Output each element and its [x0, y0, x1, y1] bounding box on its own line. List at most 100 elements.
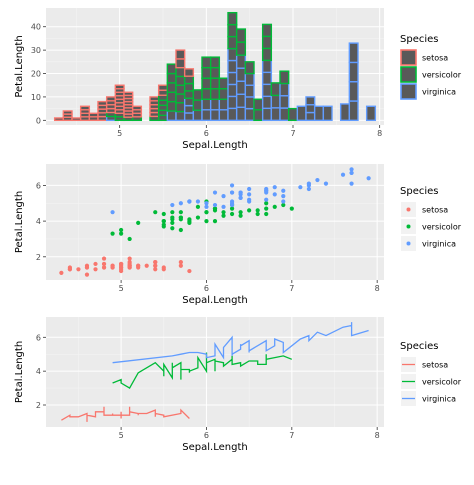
scatter-point-virginica	[187, 199, 192, 204]
scatter-point-virginica	[247, 192, 252, 197]
x-tick-label: 6	[204, 129, 209, 138]
scatter-point-versicolor	[264, 211, 269, 217]
scatter-chart: 5 6 7 8 2 4 6 Sepal.Length Petal.Length Species se…	[14, 164, 462, 306]
histogram-bar-virginica	[270, 107, 281, 122]
scatter-point-versicolor	[272, 204, 277, 209]
scatter-point-virginica	[247, 197, 252, 202]
scatter-point-versicolor	[264, 206, 269, 211]
scatter-point-virginica	[306, 186, 311, 192]
histogram-bar-versicolor	[183, 82, 195, 92]
histogram-bar-versicolor	[227, 11, 238, 26]
scatter-point-virginica	[323, 181, 329, 186]
scatter-point-virginica	[281, 194, 286, 199]
scatter-point-virginica	[366, 176, 371, 181]
scatter-point-versicolor	[136, 220, 141, 225]
histogram-bar-virginica	[339, 103, 351, 122]
legend-key-versicolor	[400, 66, 417, 83]
histogram-bar-virginica	[227, 83, 238, 98]
histogram-bar-versicolor	[166, 82, 177, 93]
scatter-point-virginica	[272, 185, 277, 190]
scatter-point-setosa	[110, 265, 115, 270]
histogram-bar-virginica	[279, 107, 290, 122]
scatter-point-versicolor	[170, 210, 175, 215]
histogram-bar-versicolor	[192, 89, 203, 101]
scatter-point-versicolor	[229, 206, 235, 211]
histogram-bar-versicolor	[175, 102, 186, 113]
scatter-point-virginica	[229, 201, 235, 206]
histogram-bar-versicolor	[209, 88, 221, 100]
histogram-bar-virginica	[244, 107, 255, 122]
histogram-bar-virginica	[227, 107, 238, 122]
scatter-point-virginica	[272, 192, 277, 197]
histogram-bar-virginica	[296, 105, 307, 122]
x-tick-label: 8	[377, 129, 382, 138]
histogram-bar-versicolor	[270, 82, 281, 97]
x-tick-label: 7	[290, 129, 295, 138]
scatter-point-setosa	[84, 265, 90, 270]
x-tick-label: 6	[204, 284, 209, 293]
x-tick-label: 5	[119, 284, 124, 293]
y-axis-title: Petal.Length	[14, 191, 25, 253]
scatter-point-virginica	[212, 190, 218, 195]
histogram-bar-setosa	[105, 96, 117, 102]
line-chart: 5 6 7 8 2 4 6 Sepal.Length Petal.Length Species se…	[14, 317, 462, 453]
histogram-bar-versicolor	[253, 109, 264, 122]
histogram-bar-setosa	[53, 117, 65, 122]
y-tick-label: 6	[36, 333, 41, 342]
histogram-bar-setosa	[79, 105, 91, 111]
histogram-bar-versicolor	[157, 109, 169, 117]
x-tick-label: 5	[117, 129, 122, 138]
scatter-point-versicolor	[264, 201, 269, 206]
y-axis-title: Petal.Length	[14, 341, 25, 403]
histogram-bar-virginica	[270, 94, 281, 109]
scatter-point-versicolor	[161, 219, 166, 224]
panel-background	[46, 317, 384, 427]
scatter-point-virginica	[229, 190, 235, 195]
legend-label-versicolor: versicolor	[422, 378, 462, 387]
scatter-point-versicolor	[212, 208, 218, 213]
scatter-point-setosa	[127, 261, 132, 267]
histogram-bar-virginica	[201, 109, 212, 122]
scatter-point-virginica	[281, 188, 286, 193]
scatter-point-virginica	[204, 201, 209, 206]
x-tick-label: 8	[375, 431, 380, 440]
histogram-bar-versicolor	[209, 66, 221, 79]
histogram-bar-virginica	[227, 47, 238, 62]
series-line-setosa	[61, 406, 190, 422]
histogram-bar-virginica	[305, 111, 316, 122]
y-tick-label: 20	[31, 70, 41, 79]
histogram-bar-virginica	[227, 71, 238, 86]
legend-point-virginica	[406, 241, 411, 246]
scatter-point-versicolor	[161, 224, 166, 229]
x-tick-label: 7	[289, 431, 294, 440]
histogram-bar-versicolor	[261, 35, 273, 50]
x-tick-label: 6	[204, 431, 209, 440]
scatter-point-setosa	[178, 263, 183, 268]
scatter-point-setosa	[153, 267, 158, 272]
y-tick-label: 2	[36, 253, 41, 262]
scatter-point-setosa	[101, 261, 107, 267]
scatter-point-versicolor	[153, 210, 158, 215]
scatter-point-versicolor	[212, 219, 218, 224]
histogram-bar-versicolor	[235, 28, 247, 43]
scatter-point-versicolor	[187, 219, 192, 224]
histogram-bar-virginica	[348, 61, 359, 83]
scatter-point-setosa	[153, 263, 158, 268]
histogram-bar-versicolor	[201, 88, 212, 100]
histogram-bar-setosa	[114, 84, 125, 90]
scatter-point-versicolor	[178, 210, 183, 215]
legend-label-setosa: setosa	[422, 54, 448, 63]
x-tick-label: 5	[119, 431, 124, 440]
scatter-point-virginica	[264, 197, 269, 202]
histogram-chart: 5 6 7 8 0 10 20 30 40 Sepal.Length Petal.Length Spe…	[14, 8, 462, 151]
series-line-versicolor	[112, 352, 293, 390]
histogram-bar-setosa	[71, 117, 82, 122]
x-tick-label: 7	[289, 284, 294, 293]
histogram-bar-versicolor	[175, 84, 186, 95]
scatter-point-virginica	[204, 204, 209, 209]
histogram-bar-versicolor	[287, 107, 299, 122]
x-axis-title: Sepal.Length	[182, 442, 247, 453]
y-axis-title: Petal.Length	[14, 35, 25, 97]
scatter-point-versicolor	[195, 215, 201, 220]
